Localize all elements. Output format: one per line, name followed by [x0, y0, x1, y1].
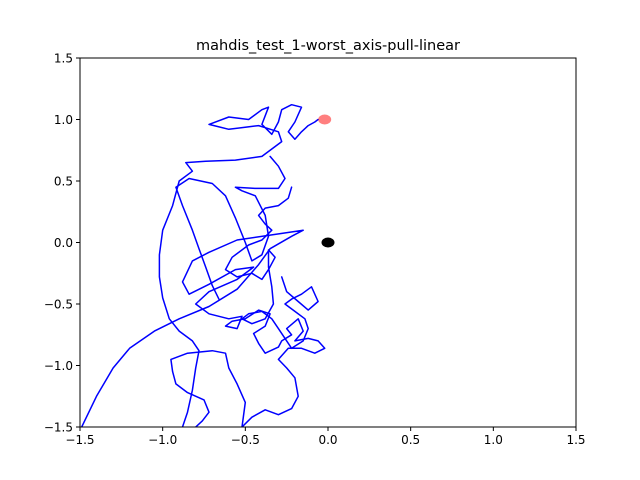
trajectory-line-2 — [170, 349, 247, 427]
y-tick-label: 0.5 — [54, 175, 73, 189]
trajectory-line-4 — [175, 155, 286, 300]
y-axis: −1.5 −1.0 −0.5 0.0 0.5 1.0 1.5 — [44, 52, 80, 435]
x-tick-label: 0.0 — [318, 433, 337, 447]
trajectory-line-5 — [224, 186, 319, 350]
x-tick-label: 1.0 — [484, 433, 503, 447]
x-axis: −1.5 −1.0 −0.5 0.0 0.5 1.0 1.5 — [65, 427, 586, 447]
y-tick-label: 1.5 — [54, 52, 73, 66]
y-tick-label: 1.0 — [54, 113, 73, 127]
y-tick-label: −1.5 — [44, 421, 73, 435]
y-tick-label: −1.0 — [44, 359, 73, 373]
y-tick-label: 0.0 — [54, 236, 73, 250]
origin-marker — [321, 237, 335, 248]
x-tick-label: 0.5 — [401, 433, 420, 447]
x-tick-label: −1.0 — [148, 433, 177, 447]
goal-marker — [318, 114, 332, 125]
x-tick-label: −1.5 — [65, 433, 94, 447]
x-tick-label: 1.5 — [566, 433, 585, 447]
trajectory-line-1 — [80, 229, 326, 427]
x-tick-label: −0.5 — [231, 433, 260, 447]
marker-layer — [318, 114, 335, 248]
chart-title: mahdis_test_1-worst_axis-pull-linear — [196, 38, 460, 54]
series-layer — [80, 103, 326, 427]
trajectory-line-3 — [158, 103, 319, 427]
y-tick-label: −0.5 — [44, 298, 73, 312]
